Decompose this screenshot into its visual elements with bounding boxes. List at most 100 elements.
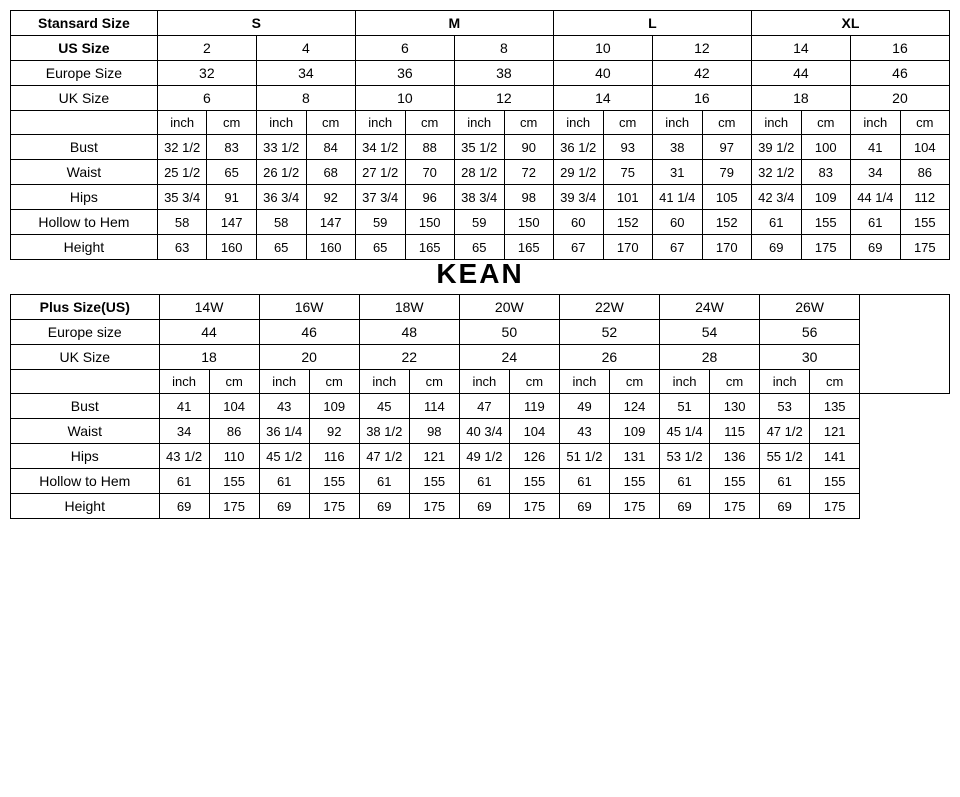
measurement-value: 61: [751, 210, 801, 235]
measurement-value: 79: [702, 160, 751, 185]
uk-12: 12: [454, 86, 553, 111]
uk-18: 18: [751, 86, 850, 111]
measurement-label: Hips: [11, 444, 160, 469]
measurement-value: 160: [207, 235, 256, 260]
size-l: L: [553, 11, 751, 36]
europe-size-label-2: Europe size: [11, 320, 160, 345]
measurement-value: 68: [306, 160, 355, 185]
us-16: 16: [850, 36, 949, 61]
measurement-value: 175: [810, 494, 860, 519]
measurement-value: 91: [207, 185, 256, 210]
measurement-value: 37 3/4: [355, 185, 405, 210]
us-10: 10: [553, 36, 652, 61]
measurement-value: 175: [509, 494, 559, 519]
measurement-value: 100: [801, 135, 850, 160]
uk-8: 8: [256, 86, 355, 111]
measurement-value: 51 1/2: [559, 444, 609, 469]
eu-42: 42: [652, 61, 751, 86]
measurement-value: 105: [702, 185, 751, 210]
measurement-value: 135: [810, 394, 860, 419]
uk-size-label-2: UK Size: [11, 345, 160, 370]
measurement-value: 32 1/2: [751, 160, 801, 185]
measurement-value: 90: [504, 135, 553, 160]
measurement-value: 60: [652, 210, 702, 235]
table-row: Bust41104431094511447119491245113053135: [11, 394, 950, 419]
measurement-value: 61: [760, 469, 810, 494]
measurement-value: 155: [409, 469, 459, 494]
measurement-value: 43: [559, 419, 609, 444]
measurement-value: 93: [603, 135, 652, 160]
measurement-value: 69: [359, 494, 409, 519]
measurement-value: 175: [610, 494, 660, 519]
measurement-value: 65: [454, 235, 504, 260]
measurement-value: 45 1/2: [259, 444, 309, 469]
measurement-value: 152: [702, 210, 751, 235]
measurement-value: 175: [710, 494, 760, 519]
measurement-value: 44 1/4: [850, 185, 900, 210]
unit-cm: cm: [207, 111, 256, 135]
measurement-value: 147: [207, 210, 256, 235]
measurement-value: 69: [850, 235, 900, 260]
measurement-value: 155: [309, 469, 359, 494]
plus-16w: 16W: [259, 295, 359, 320]
measurement-value: 98: [504, 185, 553, 210]
us-6: 6: [355, 36, 454, 61]
measurement-value: 165: [405, 235, 454, 260]
measurement-value: 65: [207, 160, 256, 185]
measurement-value: 86: [900, 160, 949, 185]
measurement-value: 40 3/4: [459, 419, 509, 444]
unit-row-2: inch cm inch cm inch cm inch cm inch cm …: [11, 370, 950, 394]
measurement-value: 53: [760, 394, 810, 419]
measurement-value: 67: [652, 235, 702, 260]
table-row: Waist348636 1/49238 1/29840 3/4104431094…: [11, 419, 950, 444]
measurement-label: Bust: [11, 394, 160, 419]
measurement-value: 59: [454, 210, 504, 235]
measurement-value: 86: [209, 419, 259, 444]
table-row: Hips35 3/49136 3/49237 3/49638 3/49839 3…: [11, 185, 950, 210]
measurement-value: 58: [157, 210, 207, 235]
unit-row: inch cm inch cm inch cm inch cm inch cm …: [11, 111, 950, 135]
measurement-value: 97: [702, 135, 751, 160]
measurement-value: 38 1/2: [359, 419, 409, 444]
measurement-value: 61: [459, 469, 509, 494]
measurement-value: 39 1/2: [751, 135, 801, 160]
measurement-value: 49: [559, 394, 609, 419]
eu-34: 34: [256, 61, 355, 86]
eu-32: 32: [157, 61, 256, 86]
measurement-value: 65: [256, 235, 306, 260]
plus-size-label: Plus Size(US): [11, 295, 160, 320]
measurement-value: 83: [801, 160, 850, 185]
measurement-value: 28 1/2: [454, 160, 504, 185]
standard-size-label: Stansard Size: [11, 11, 158, 36]
measurement-value: 69: [259, 494, 309, 519]
measurement-value: 49 1/2: [459, 444, 509, 469]
measurement-label: Height: [11, 494, 160, 519]
measurement-value: 136: [710, 444, 760, 469]
measurement-value: 69: [459, 494, 509, 519]
measurement-value: 115: [710, 419, 760, 444]
measurement-value: 61: [559, 469, 609, 494]
measurement-value: 69: [760, 494, 810, 519]
measurement-label: Hips: [11, 185, 158, 210]
measurement-value: 58: [256, 210, 306, 235]
measurement-value: 175: [209, 494, 259, 519]
eu-46: 46: [850, 61, 949, 86]
watermark-text: KEAN: [10, 258, 950, 290]
measurement-value: 61: [159, 469, 209, 494]
measurement-value: 155: [209, 469, 259, 494]
measurement-value: 32 1/2: [157, 135, 207, 160]
measurement-value: 155: [710, 469, 760, 494]
measurement-value: 27 1/2: [355, 160, 405, 185]
measurement-value: 42 3/4: [751, 185, 801, 210]
measurement-value: 69: [751, 235, 801, 260]
standard-size-table: Stansard Size S M L XL US Size 2 4 6 8 1…: [10, 10, 950, 260]
measurement-value: 41: [159, 394, 209, 419]
measurement-value: 47: [459, 394, 509, 419]
table-row: Waist25 1/26526 1/26827 1/27028 1/27229 …: [11, 160, 950, 185]
measurement-value: 41: [850, 135, 900, 160]
measurement-value: 47 1/2: [359, 444, 409, 469]
measurement-value: 114: [409, 394, 459, 419]
measurement-value: 126: [509, 444, 559, 469]
measurement-value: 130: [710, 394, 760, 419]
measurement-value: 65: [355, 235, 405, 260]
